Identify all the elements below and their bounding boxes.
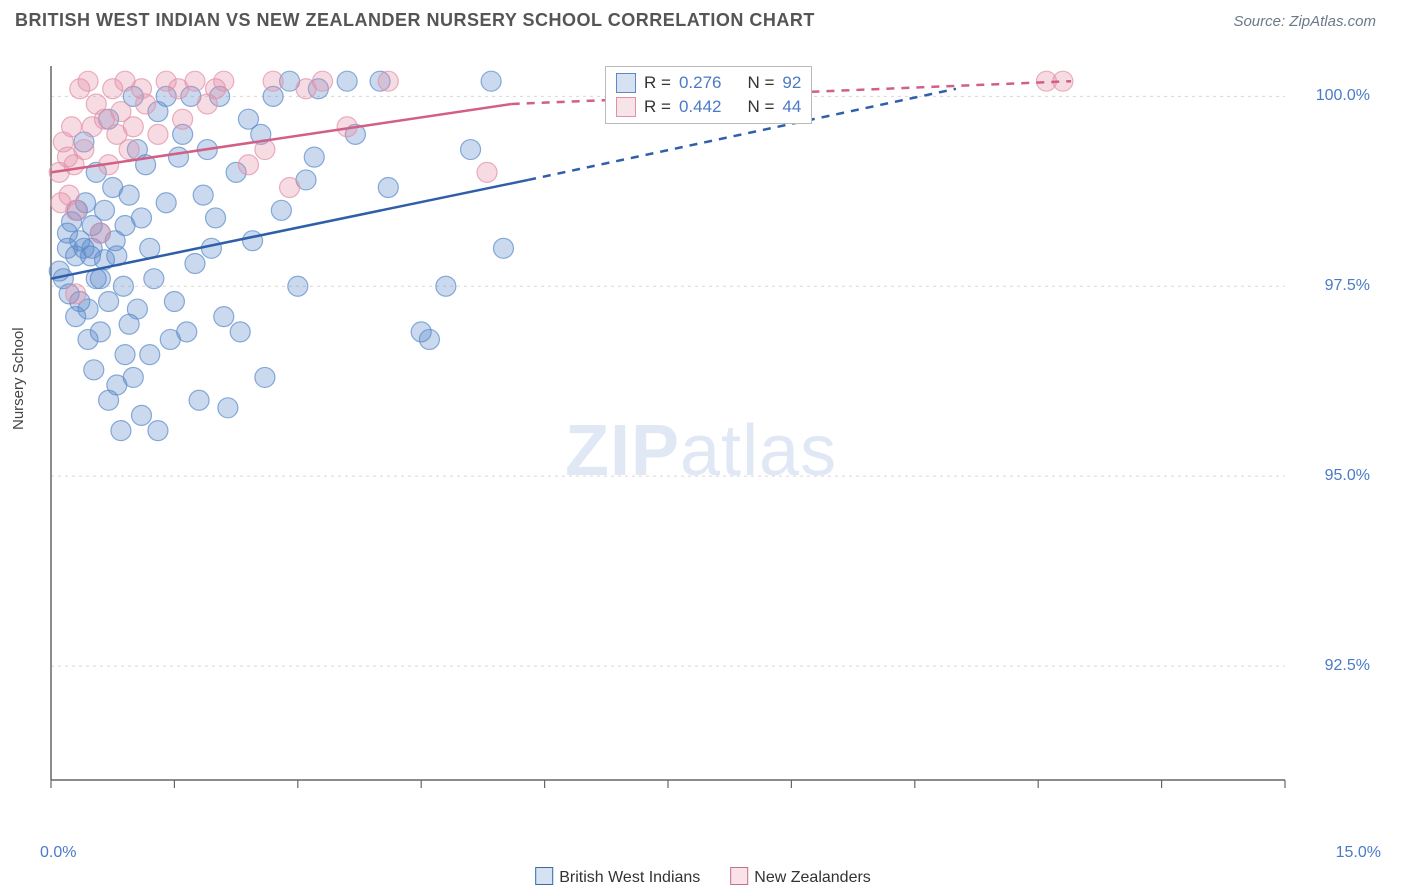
x-axis-min-label: 0.0% xyxy=(40,844,76,862)
legend-item: New Zealanders xyxy=(730,867,871,887)
source-label: Source: ZipAtlas.com xyxy=(1233,13,1376,30)
y-tick-label: 92.5% xyxy=(1325,657,1370,675)
y-tick-label: 97.5% xyxy=(1325,277,1370,295)
correlation-stats-box: R = 0.276 N = 92 R = 0.442 N = 44 xyxy=(605,66,812,124)
y-axis-label: Nursery School xyxy=(10,327,27,430)
stats-r-label: R = xyxy=(644,97,671,117)
stats-n-value: 92 xyxy=(782,73,801,93)
header: BRITISH WEST INDIAN VS NEW ZEALANDER NUR… xyxy=(0,0,1406,39)
legend-label: New Zealanders xyxy=(754,869,871,886)
y-tick-label: 100.0% xyxy=(1316,87,1370,105)
chart-title: BRITISH WEST INDIAN VS NEW ZEALANDER NUR… xyxy=(15,10,815,31)
stats-r-value: 0.276 xyxy=(679,73,722,93)
stats-swatch xyxy=(616,97,636,117)
y-tick-label: 95.0% xyxy=(1325,467,1370,485)
legend-item: British West Indians xyxy=(535,867,700,887)
stats-n-value: 44 xyxy=(782,97,801,117)
stats-row: R = 0.442 N = 44 xyxy=(616,95,801,119)
stats-n-label: N = xyxy=(747,73,774,93)
legend-bottom: British West Indians New Zealanders xyxy=(535,867,871,887)
stats-row: R = 0.276 N = 92 xyxy=(616,71,801,95)
stats-swatch xyxy=(616,73,636,93)
legend-swatch xyxy=(535,867,553,885)
plot-area: ZIPatlas R =0.276N =92R =0.442N =44 92.5… xyxy=(45,50,1375,810)
x-axis-max-label: 15.0% xyxy=(1336,844,1381,862)
scatter-plot-svg xyxy=(45,50,1375,810)
legend-swatch xyxy=(730,867,748,885)
stats-r-label: R = xyxy=(644,73,671,93)
stats-r-value: 0.442 xyxy=(679,97,722,117)
legend-label: British West Indians xyxy=(559,869,700,886)
stats-n-label: N = xyxy=(747,97,774,117)
